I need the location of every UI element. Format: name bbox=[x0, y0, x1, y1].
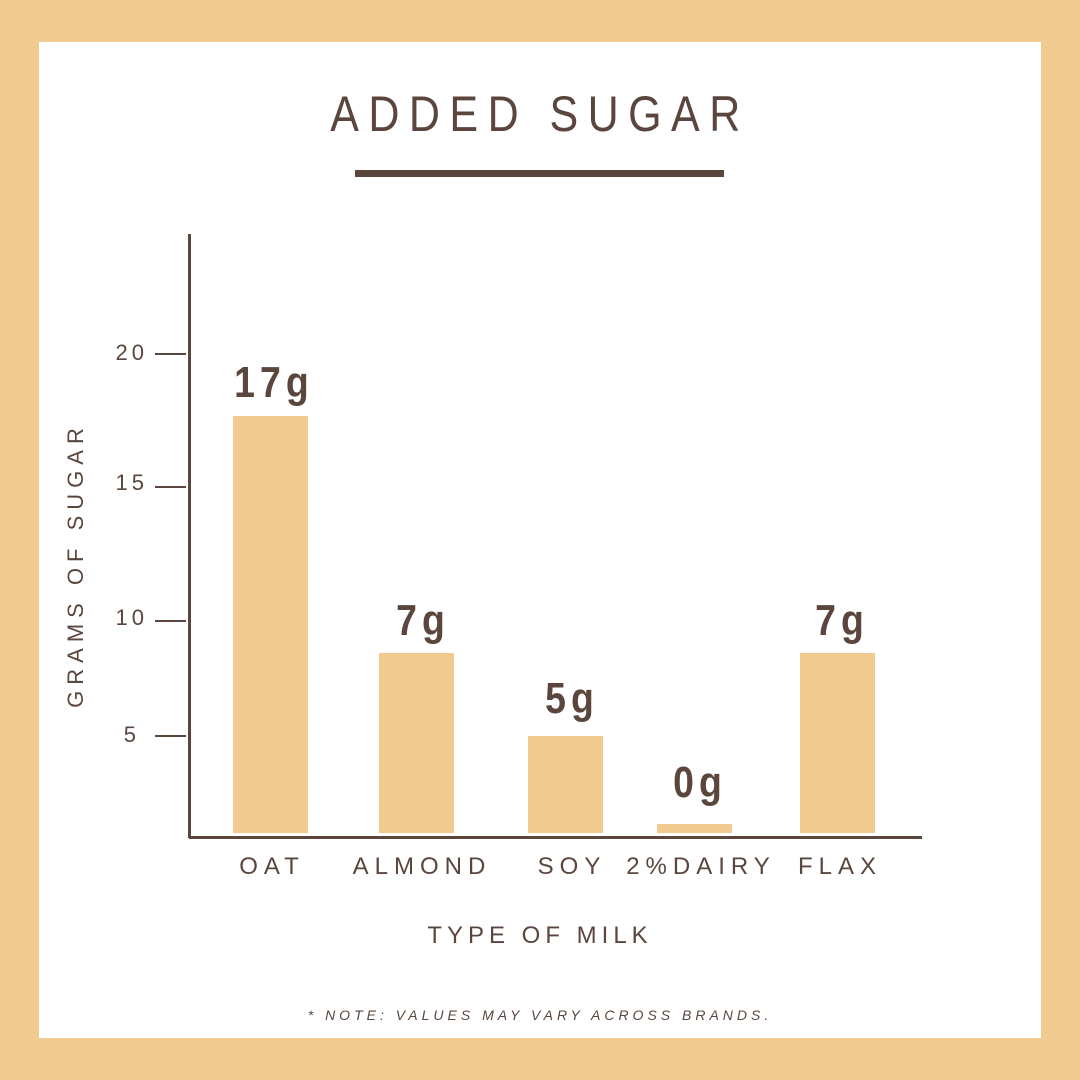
value-label-oat: 17g bbox=[234, 358, 314, 407]
y-tick-15 bbox=[155, 486, 186, 488]
category-label-almond: ALMOND bbox=[352, 853, 492, 880]
value-label-soy: 5g bbox=[545, 674, 599, 723]
value-label-almond: 7g bbox=[396, 596, 450, 645]
x-axis-label: TYPE OF MILK bbox=[427, 922, 653, 949]
chart-panel bbox=[39, 42, 1041, 1038]
footnote: * NOTE: VALUES MAY VARY ACROSS BRANDS. bbox=[307, 1007, 773, 1023]
value-label-flax: 7g bbox=[815, 596, 869, 645]
y-tick-5 bbox=[155, 735, 186, 737]
category-label-flax: FLAX bbox=[797, 853, 883, 880]
bar-oat bbox=[233, 416, 308, 833]
y-tick-10 bbox=[155, 620, 186, 622]
category-label-dairy: 2%DAIRY bbox=[626, 853, 776, 880]
bar-dairy bbox=[657, 824, 732, 833]
y-tick-label-15: 15 bbox=[115, 470, 148, 495]
bar-soy bbox=[528, 736, 603, 833]
category-label-soy: SOY bbox=[537, 853, 607, 880]
y-axis-label: GRAMS OF SUGAR bbox=[63, 422, 88, 708]
y-tick-label-20: 20 bbox=[115, 340, 148, 365]
title-underline bbox=[355, 170, 724, 177]
chart-title: ADDED SUGAR bbox=[330, 86, 750, 142]
x-axis-line bbox=[189, 836, 922, 839]
bar-flax bbox=[800, 653, 875, 833]
y-axis-line bbox=[188, 234, 191, 838]
value-label-dairy: 0g bbox=[673, 758, 727, 807]
y-tick-label-10: 10 bbox=[115, 605, 148, 630]
category-label-oat: OAT bbox=[239, 853, 305, 880]
y-tick-label-5: 5 bbox=[123, 722, 140, 747]
bar-almond bbox=[379, 653, 454, 833]
y-tick-20 bbox=[155, 353, 186, 355]
